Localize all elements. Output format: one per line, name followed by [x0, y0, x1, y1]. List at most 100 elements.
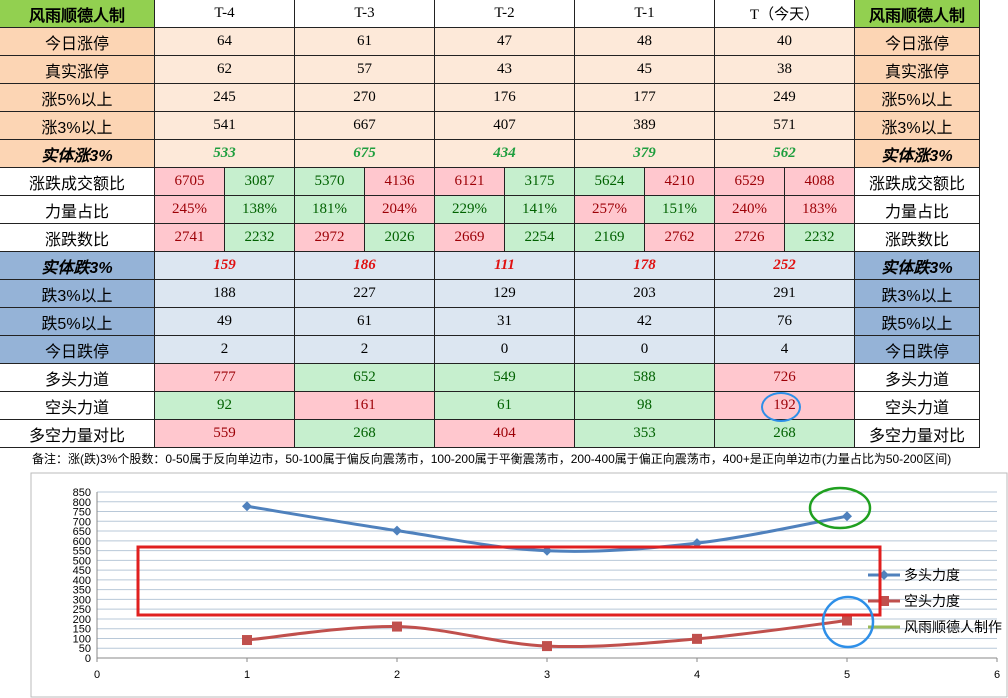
table-cell: 真实涨停 — [855, 56, 980, 84]
table-cell: 186 — [295, 252, 435, 280]
highlight-circle — [808, 486, 872, 530]
table-cell: 实体跌3% — [855, 252, 980, 280]
table-cell: 229% — [435, 196, 505, 224]
table-cell: 今日涨停 — [0, 28, 155, 56]
table-cell: 249 — [715, 84, 855, 112]
table-cell: 675 — [295, 140, 435, 168]
table-cell: 159 — [155, 252, 295, 280]
table-cell: 3087 — [225, 168, 295, 196]
y-tick-label: 750 — [73, 507, 91, 519]
table-cell: 61 — [295, 308, 435, 336]
y-tick-label: 150 — [73, 624, 91, 636]
table-cell: 64 — [155, 28, 295, 56]
table-cell: T-3 — [295, 0, 435, 28]
table-cell: 6705 — [155, 168, 225, 196]
table-cell: 多空力量对比 — [855, 420, 980, 448]
table-cell: 涨跌数比 — [855, 224, 980, 252]
table-cell: 353 — [575, 420, 715, 448]
table-cell: 541 — [155, 112, 295, 140]
table-cell: 2669 — [435, 224, 505, 252]
table-cell: 实体涨3% — [0, 140, 155, 168]
table-cell: T-1 — [575, 0, 715, 28]
table-cell: 588 — [575, 364, 715, 392]
table-cell: 98 — [575, 392, 715, 420]
table-cell: 379 — [575, 140, 715, 168]
table-cell: 203 — [575, 280, 715, 308]
table-cell: 0 — [575, 336, 715, 364]
table-cell: 176 — [435, 84, 575, 112]
table-cell: 6529 — [715, 168, 785, 196]
table-cell: T-4 — [155, 0, 295, 28]
table-cell: 风雨顺德人制 — [855, 0, 980, 28]
table-cell: 181% — [295, 196, 365, 224]
table-cell: 434 — [435, 140, 575, 168]
x-tick-label: 1 — [244, 669, 250, 681]
table-cell: 多头力道 — [0, 364, 155, 392]
table-cell: 跌3%以上 — [855, 280, 980, 308]
table-cell: 多空力量对比 — [0, 420, 155, 448]
y-tick-label: 50 — [79, 643, 91, 655]
table-cell: 涨跌数比 — [0, 224, 155, 252]
y-tick-label: 550 — [73, 546, 91, 558]
x-tick-label: 3 — [544, 669, 550, 681]
y-tick-label: 400 — [73, 575, 91, 587]
table-cell: 47 — [435, 28, 575, 56]
table-cell: 今日涨停 — [855, 28, 980, 56]
marker — [542, 641, 552, 652]
table-cell: 49 — [155, 308, 295, 336]
legend-label: 多头力度 — [904, 567, 960, 583]
table-cell: 风雨顺德人制 — [0, 0, 155, 28]
table-cell: 4210 — [645, 168, 715, 196]
table-cell: 2762 — [645, 224, 715, 252]
table-cell: 252 — [715, 252, 855, 280]
table-cell: 92 — [155, 392, 295, 420]
table-cell: 559 — [155, 420, 295, 448]
legend-label: 空头力度 — [904, 593, 960, 609]
table-cell: 48 — [575, 28, 715, 56]
table-cell: 31 — [435, 308, 575, 336]
y-tick-label: 350 — [73, 585, 91, 597]
table-cell: 57 — [295, 56, 435, 84]
table-cell: 真实涨停 — [0, 56, 155, 84]
table-cell: 2169 — [575, 224, 645, 252]
table-cell: 177 — [575, 84, 715, 112]
y-tick-label: 450 — [73, 565, 91, 577]
table-cell: 549 — [435, 364, 575, 392]
legend-marker — [879, 596, 889, 606]
table-cell: 178 — [575, 252, 715, 280]
table-cell: 245% — [155, 196, 225, 224]
table-cell: 111 — [435, 252, 575, 280]
table-cell: 2726 — [715, 224, 785, 252]
table-cell: 2254 — [505, 224, 575, 252]
y-tick-label: 800 — [73, 497, 91, 509]
table-cell: 652 — [295, 364, 435, 392]
table-cell: 多头力道 — [855, 364, 980, 392]
y-tick-label: 600 — [73, 536, 91, 548]
table-cell: 2232 — [785, 224, 855, 252]
table-cell: 129 — [435, 280, 575, 308]
table-cell: 43 — [435, 56, 575, 84]
table-cell: 4088 — [785, 168, 855, 196]
table-cell: 667 — [295, 112, 435, 140]
table-cell: 涨3%以上 — [0, 112, 155, 140]
y-tick-label: 850 — [73, 487, 91, 499]
note: 备注：涨(跌)3%个股数：0-50属于反向单边市，50-100属于偏反向震荡市，… — [32, 452, 952, 466]
x-tick-label: 6 — [994, 669, 1000, 681]
x-tick-label: 2 — [394, 669, 400, 681]
y-tick-label: 700 — [73, 516, 91, 528]
table-cell: 空头力道 — [0, 392, 155, 420]
table-cell: 61 — [435, 392, 575, 420]
table-cell: T-2 — [435, 0, 575, 28]
table-cell: 291 — [715, 280, 855, 308]
table-cell: 40 — [715, 28, 855, 56]
x-tick-label: 0 — [94, 669, 100, 681]
table-cell: 3175 — [505, 168, 575, 196]
table-cell: 涨跌成交额比 — [855, 168, 980, 196]
table-cell: 5370 — [295, 168, 365, 196]
table-cell: 今日跌停 — [855, 336, 980, 364]
marker — [692, 633, 702, 644]
table-cell: 跌5%以上 — [0, 308, 155, 336]
table-cell: 2741 — [155, 224, 225, 252]
marker — [242, 501, 252, 512]
marker — [392, 525, 402, 536]
